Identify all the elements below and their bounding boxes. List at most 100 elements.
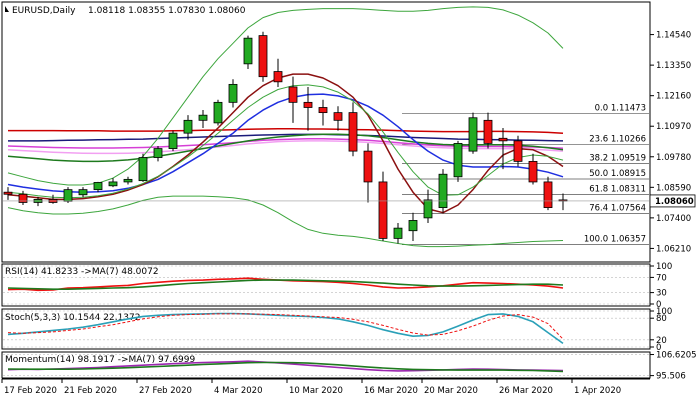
candle-bearish [363, 150, 373, 183]
momentum-title: Momentum(14) 98.1917 ->MA(7) 97.6999 [5, 355, 196, 365]
candle-bearish [528, 160, 538, 183]
candle-bearish [543, 181, 553, 209]
candle-bullish [93, 182, 103, 191]
candle-bullish [78, 189, 88, 196]
overlay-ma-maroon [7, 73, 564, 214]
ohlc-values: 1.08118 1.08355 1.07830 1.08060 [88, 6, 246, 16]
x-tick-label: 26 Mar 2020 [499, 386, 553, 396]
overlay-ma-green-light [7, 84, 564, 199]
last-price-value: 1.08060 [655, 197, 694, 207]
sub-tick-label: 70 [656, 273, 667, 283]
x-tick-label: 1 Apr 2020 [574, 386, 621, 396]
candle-bullish [438, 173, 448, 209]
momentum-pane-frame [1, 351, 651, 379]
sub-tick-label: 95.506 [656, 372, 686, 382]
candle-bearish [348, 112, 358, 152]
candle-bearish [483, 119, 493, 144]
x-tick-label: 20 Mar 2020 [424, 386, 478, 396]
momentum-y-axis: 106.6205 95.506 [3, 351, 697, 382]
x-tick-label: 16 Mar 2020 [364, 386, 418, 396]
candle-bullish [453, 143, 463, 178]
x-tick-label: 27 Feb 2020 [139, 386, 192, 396]
candle-bullish [213, 101, 223, 124]
candlesticks [3, 31, 568, 244]
fib-level-label: 61.8 1.08311 [589, 184, 646, 194]
sub-tick-label: 0 [656, 343, 661, 353]
momentum-series [7, 360, 564, 373]
sub-tick-label: 20 [656, 336, 667, 346]
fib-level-label: 38.2 1.09519 [589, 153, 646, 163]
series-ma-7- [7, 361, 564, 373]
price-tick-label: 1.09780 [656, 153, 691, 163]
rsi-series [7, 277, 564, 292]
fib-level-label: 50.0 1.08915 [589, 169, 646, 179]
sub-tick-label: 100 [656, 262, 672, 272]
candle-bullish [228, 83, 238, 103]
price-pane-header: EURUSD,Daily 1.08118 1.08355 1.07830 1.0… [5, 6, 246, 16]
candle-bullish [408, 220, 418, 232]
fibonacci-labels: 0.0 1.11473 23.6 1.10266 38.2 1.09519 50.0 … [584, 103, 646, 244]
stoch-series [7, 312, 564, 345]
candle-bullish [138, 157, 148, 182]
price-tick-label: 1.07400 [656, 214, 691, 224]
overlay-ma-blue [7, 93, 564, 193]
candle-bullish [108, 181, 118, 187]
fib-level-label: 23.6 1.10266 [589, 134, 646, 144]
candle-bullish [423, 199, 433, 219]
candle-bearish [303, 101, 313, 108]
candle-bullish [183, 119, 193, 134]
candle-bearish [498, 137, 508, 142]
candle-bullish [168, 132, 178, 149]
price-y-axis: 1.14540 1.13350 1.12160 1.10970 1.09780 1.085… [650, 31, 691, 254]
date-x-axis: 17 Feb 2020 21 Feb 2020 27 Feb 2020 4 Mar 2… [1, 378, 650, 396]
fib-level-label: 100.0 1.06357 [584, 235, 646, 245]
candle-bullish [243, 37, 253, 65]
price-tick-label: 1.14540 [656, 31, 691, 41]
sub-tick-label: 100 [656, 307, 672, 317]
sub-tick-label: 30 [656, 289, 667, 299]
series-momentum-14- [7, 360, 564, 372]
candle-bearish [333, 112, 343, 121]
price-tick-label: 1.06210 [656, 244, 691, 254]
sub-tick-label: 0 [656, 300, 661, 310]
overlay-bb-lower [7, 195, 564, 248]
candle-bearish [513, 140, 523, 162]
sub-tick-label: 106.6205 [656, 351, 697, 361]
price-tick-label: 1.10970 [656, 122, 691, 132]
candle-bullish [153, 148, 163, 158]
candle-bearish [318, 107, 328, 114]
price-tick-label: 1.13350 [656, 61, 691, 71]
series--k [7, 312, 564, 345]
last-price-badge [649, 194, 696, 208]
candle-bullish [393, 227, 403, 239]
fib-level-label: 76.4 1.07564 [589, 204, 646, 214]
collapse-triangle-icon[interactable] [5, 6, 9, 12]
candle-bullish [198, 114, 208, 121]
series-ma-7- [7, 279, 564, 291]
last-price-marker: 1.08060 [3, 194, 696, 208]
sub-tick-label: 80 [656, 314, 667, 324]
candle-bearish [18, 193, 28, 203]
rsi-title: RSI(14) 41.8233 ->MA(7) 48.0072 [5, 267, 159, 277]
candle-bearish [378, 181, 388, 239]
candle-bullish [63, 189, 73, 202]
symbol-label: EURUSD,Daily [12, 6, 76, 16]
price-tick-label: 1.08590 [656, 183, 691, 193]
rsi-pane-frame [1, 263, 651, 307]
fib-level-label: 0.0 1.11473 [595, 103, 646, 113]
candle-bearish [273, 71, 283, 83]
candle-bearish [288, 86, 298, 103]
x-tick-label: 21 Feb 2020 [64, 386, 117, 396]
candle-bullish [123, 178, 133, 183]
x-tick-label: 10 Mar 2020 [289, 386, 343, 396]
series--d [7, 313, 564, 340]
stoch-pane-frame [1, 308, 651, 350]
x-tick-label: 4 Mar 2020 [214, 386, 262, 396]
price-pane-frame [1, 1, 651, 263]
x-tick-label: 17 Feb 2020 [4, 386, 57, 396]
price-tick-label: 1.12160 [656, 92, 691, 102]
